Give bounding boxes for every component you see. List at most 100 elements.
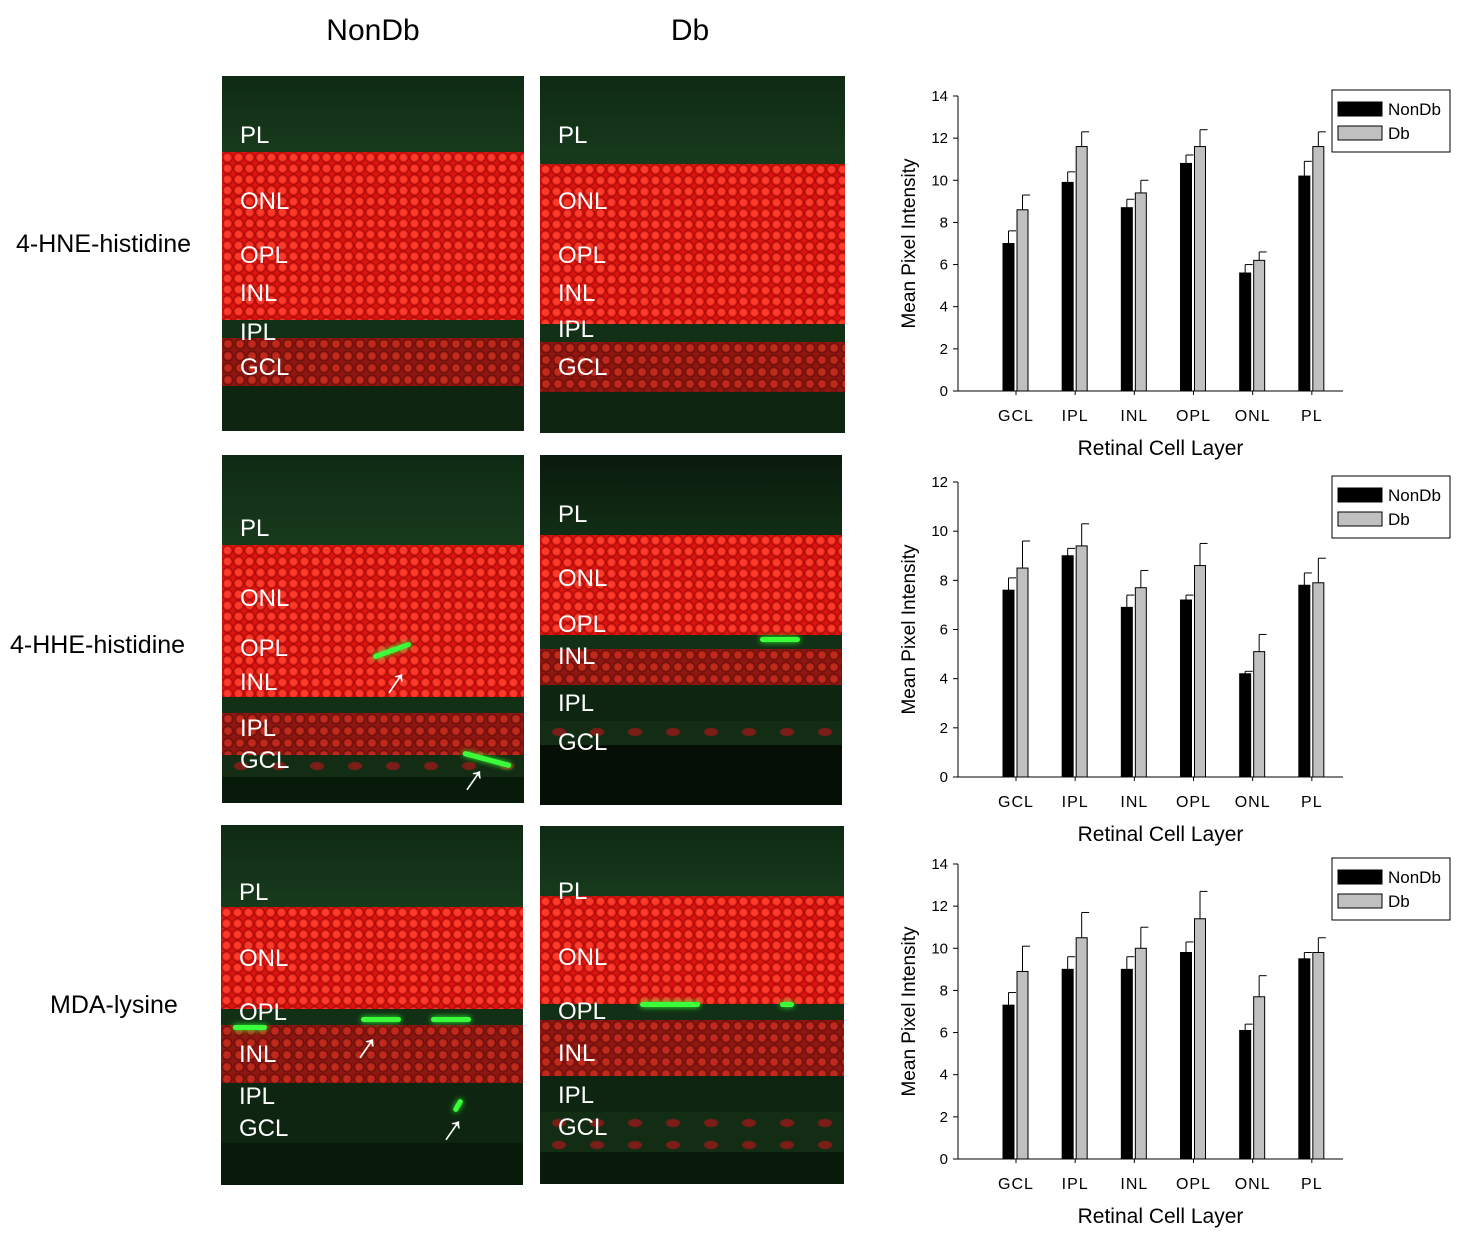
x-tick-label: OPL [1176,1176,1211,1193]
legend-box [1331,857,1451,921]
layer-label-ipl: IPL [558,316,595,343]
x-tick-label: GCL [998,1176,1034,1193]
bar-nondb-onl [1239,1029,1252,1160]
y-axis-label: Mean Pixel Intensity [899,158,920,329]
bar-nondb-onl [1239,673,1252,778]
layer-label-onl: ONL [240,188,290,215]
legend-swatch [1337,893,1383,909]
legend: NonDb Db [1331,475,1451,539]
micrograph-hne-nondb: PL ONL OPL INL IPL GCL [222,76,524,431]
x-tick-label: PL [1301,794,1323,811]
x-tick-label: INL [1120,1176,1148,1193]
layer-label-opl: OPL [239,999,288,1026]
micrograph-hhe-db: PL ONL OPL INL IPL GCL [540,455,842,805]
x-tick-label: GCL [998,408,1034,425]
y-tick-label: 6 [940,1025,948,1042]
bar-db-pl [1312,952,1325,1160]
x-axis-label: Retinal Cell Layer [1078,1205,1244,1228]
x-tick-label: OPL [1176,408,1211,425]
micrograph-hhe-nondb: ↑ ↑ PL ONL OPL INL IPL GCL [222,455,524,803]
y-tick-label: 0 [940,383,948,400]
legend-swatch [1337,125,1383,141]
y-tick-label: 2 [940,1109,948,1126]
bar-db-inl [1134,947,1147,1160]
legend-label: NonDb [1388,486,1441,505]
legend-swatch [1337,869,1383,885]
bar-db-opl [1194,918,1206,1160]
layer-label-onl: ONL [558,944,608,971]
layer-label-ipl: IPL [558,1082,595,1109]
bar-db-onl [1253,259,1266,392]
bar-nondb-inl [1120,968,1133,1160]
y-tick-label: 12 [931,130,948,147]
layer-label-pl: PL [240,122,270,149]
y-tick-label: 8 [940,214,948,231]
bar-db-onl [1253,651,1266,778]
bar-db-inl [1134,192,1147,392]
layer-label-ipl: IPL [558,690,595,717]
y-axis-label: Mean Pixel Intensity [899,926,920,1097]
legend-label: Db [1388,124,1410,143]
bar-chart-hhe: 0 2 4 6 8 10 12 Mean Pixel Intensity Retinal Cel… [899,474,1451,846]
y-tick-label: 14 [931,88,948,105]
bar-chart-mda: 0 2 4 6 8 10 12 14 Mean Pixel Intensity Retinal C… [899,856,1451,1228]
bar-db-onl [1253,996,1266,1160]
bar-nondb-opl [1180,162,1192,392]
y-tick-label: 8 [940,982,948,999]
layer-label-pl: PL [240,515,270,542]
bar-db-gcl [1016,970,1029,1160]
bar-nondb-opl [1180,599,1192,778]
legend-label: NonDb [1388,868,1441,887]
layer-label-gcl: GCL [239,1115,289,1142]
legend-swatch [1337,511,1383,527]
y-axis-label: Mean Pixel Intensity [899,544,920,715]
legend-box [1331,475,1451,539]
y-tick-label: 6 [940,257,948,274]
y-tick-label: 4 [940,1067,948,1084]
micrograph-mda-nondb: ↑ ↑ PL ONL OPL INL IPL GCL [221,825,523,1185]
legend-label: NonDb [1388,100,1441,119]
y-tick-label: 8 [940,572,948,589]
bar-db-opl [1194,146,1206,392]
x-axis-label: Retinal Cell Layer [1078,437,1244,460]
x-tick-label: INL [1120,408,1148,425]
x-tick-label: IPL [1062,794,1089,811]
y-tick-label: 4 [940,671,948,688]
bar-nondb-gcl [1002,589,1015,778]
layer-label-opl: OPL [558,611,607,638]
layer-label-onl: ONL [558,565,608,592]
micrograph-mda-db: PL ONL OPL INL IPL GCL [540,826,844,1184]
y-tick-label: 12 [931,474,948,491]
y-tick-label: 4 [940,299,948,316]
layer-label-opl: OPL [558,242,607,269]
bar-nondb-inl [1120,606,1133,778]
layer-label-gcl: GCL [558,1114,608,1141]
layer-label-gcl: GCL [558,729,608,756]
layer-label-pl: PL [558,878,588,905]
row-label-4-hne-histidine: 4-HNE-histidine [16,230,192,258]
layer-label-pl: PL [239,879,269,906]
layer-label-onl: ONL [239,945,289,972]
layer-label-gcl: GCL [240,354,290,381]
y-tick-label: 10 [931,940,948,957]
bar-nondb-pl [1298,175,1311,392]
bar-nondb-gcl [1002,1004,1015,1160]
row-label-mda-lysine: MDA-lysine [50,991,178,1019]
layer-label-ipl: IPL [240,319,277,346]
x-tick-label: OPL [1176,794,1211,811]
legend-swatch [1337,101,1383,117]
y-tick-label: 0 [940,1151,948,1168]
y-tick-label: 6 [940,622,948,639]
x-tick-label: PL [1301,408,1323,425]
legend: NonDb Db [1331,89,1451,153]
bar-nondb-inl [1120,207,1133,392]
x-axis-label: Retinal Cell Layer [1078,823,1244,846]
layer-label-ipl: IPL [239,1083,276,1110]
layer-label-gcl: GCL [240,747,290,774]
x-tick-label: PL [1301,1176,1323,1193]
x-tick-label: IPL [1062,1176,1089,1193]
layer-label-inl: INL [558,280,596,307]
bar-db-gcl [1016,567,1029,778]
y-tick-label: 2 [940,341,948,358]
layer-label-pl: PL [558,122,588,149]
